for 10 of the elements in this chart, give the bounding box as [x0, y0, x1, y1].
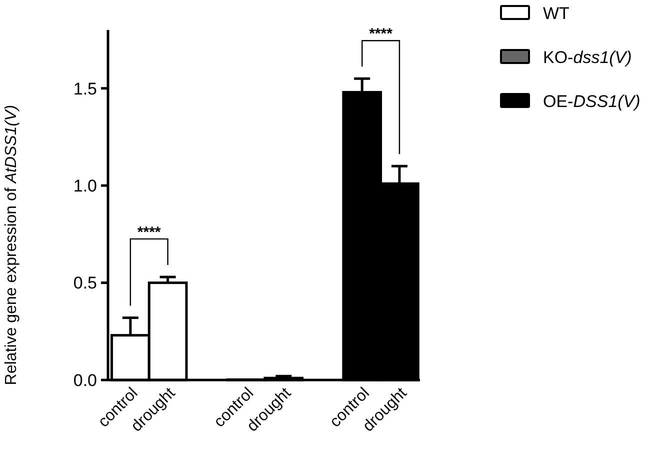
y-tick-label: 1.0 [73, 176, 97, 196]
annotation: **** [369, 26, 393, 43]
annotation: **** [137, 224, 161, 241]
y-tick-label: 0.0 [73, 370, 97, 390]
y-tick-label: 0.5 [73, 274, 97, 293]
y-tick-label: 1.5 [73, 79, 97, 98]
legend-label: OE-DSS1(V) [543, 92, 640, 111]
y-axis-title: Relative gene expression of AtDSS1(V) [3, 104, 20, 386]
legend-label: WT [543, 4, 570, 23]
legend-label: KO-dss1(V) [543, 48, 632, 67]
